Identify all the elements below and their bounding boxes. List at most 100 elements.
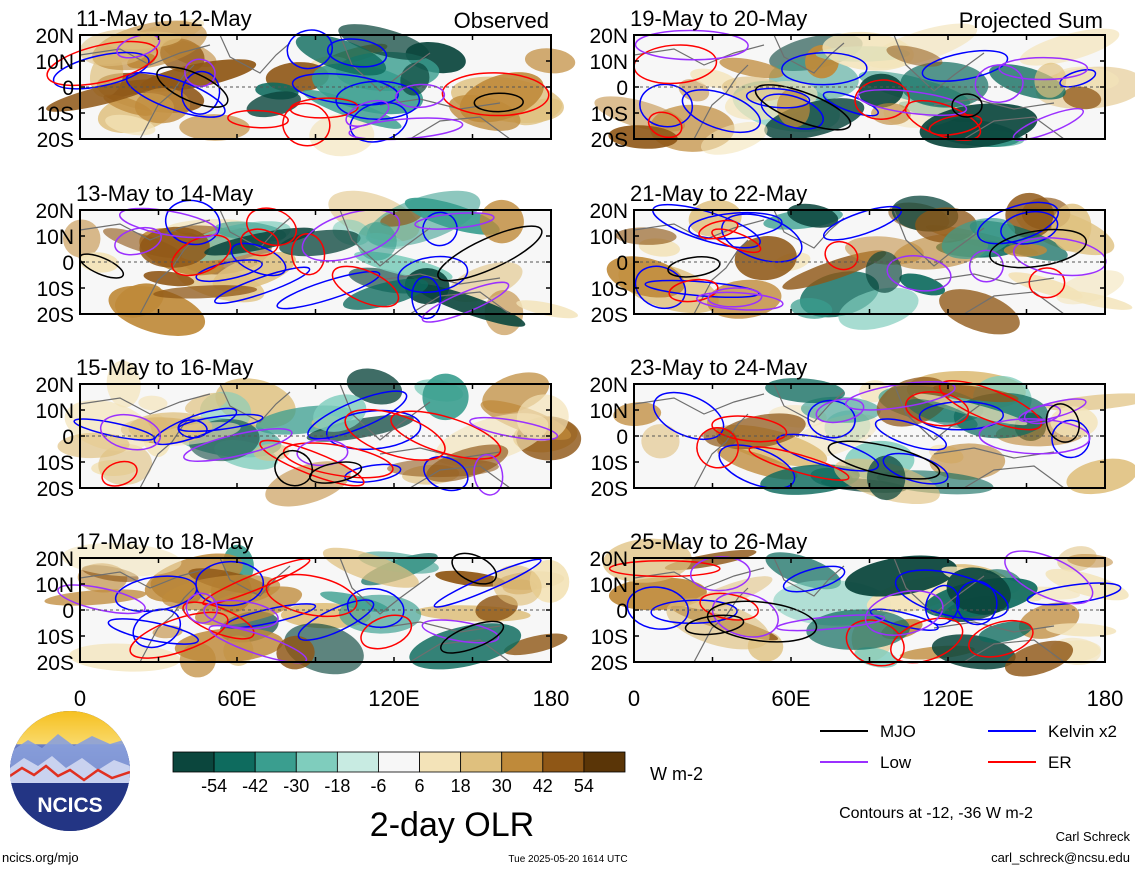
- mjo-contour: [667, 256, 721, 278]
- coastline: [693, 239, 749, 315]
- lat-tick-label: 10S: [37, 103, 74, 126]
- kelvin-contour: [307, 390, 408, 440]
- lat-tick-label: 0: [62, 426, 74, 449]
- low-contour: [469, 416, 559, 441]
- kelvin-contour: [869, 608, 939, 631]
- olr-anomaly-blob: [946, 567, 1011, 615]
- olr-anomaly-blob: [615, 227, 677, 245]
- kelvin-contour: [921, 49, 1009, 82]
- low-contour: [203, 599, 279, 630]
- lon-tick-label: 0: [628, 686, 640, 711]
- lon-tick-label: 60E: [217, 686, 256, 711]
- colorbar-tick-label: 6: [415, 776, 425, 796]
- kelvin-contour: [344, 463, 402, 483]
- low-contour: [711, 591, 779, 638]
- map-panel: 20N 10N 0 10S 20S 25-May to 26-May: [589, 529, 1129, 677]
- colorbar-swatch: [460, 751, 503, 773]
- lat-tick-label: 0: [616, 252, 628, 275]
- coastline: [79, 44, 211, 66]
- olr-anomaly-field: [46, 19, 576, 157]
- er-contour: [171, 234, 232, 277]
- er-contour: [698, 219, 739, 240]
- olr-anomaly-blob: [69, 643, 181, 672]
- kelvin-contour: [650, 599, 738, 625]
- olr-anomaly-blob: [1056, 270, 1125, 305]
- er-contour: [890, 617, 964, 664]
- column-heading: Projected Sum: [959, 8, 1103, 33]
- olr-anomaly-blob: [1066, 458, 1135, 495]
- panel-date-label: 25-May to 26-May: [630, 529, 807, 554]
- panel-date-label: 15-May to 16-May: [76, 355, 253, 380]
- olr-anomaly-field: [57, 360, 582, 507]
- er-contour: [938, 380, 1043, 431]
- kelvin-contour: [822, 91, 879, 117]
- er-contour: [182, 601, 255, 640]
- kelvin-contour: [781, 52, 868, 86]
- kelvin-contour: [1026, 582, 1122, 606]
- lat-tick-label: 20N: [35, 548, 74, 571]
- legend: MJO Kelvin x2 Low ER: [820, 722, 1117, 772]
- er-contour: [854, 79, 910, 120]
- olr-anomaly-blob: [152, 625, 183, 639]
- olr-anomaly-blob: [387, 458, 499, 478]
- olr-anomaly-blob: [719, 57, 784, 79]
- coastline: [773, 34, 845, 74]
- coastline: [963, 116, 1065, 140]
- kelvin-contour: [955, 580, 998, 626]
- kelvin-contour: [52, 51, 150, 90]
- colorbar-units: W m-2: [650, 764, 703, 784]
- low-contour: [775, 614, 886, 632]
- olr-anomaly-blob: [265, 461, 351, 507]
- colorbar-tick-label: -42: [242, 776, 268, 796]
- lat-tick-label: 20S: [37, 304, 74, 327]
- coastline: [409, 465, 511, 489]
- er-contour: [344, 408, 446, 461]
- coastline: [339, 557, 431, 615]
- low-contour: [208, 624, 308, 664]
- lat-tick-label: 20S: [591, 129, 628, 152]
- lat-tick-label: 10N: [589, 226, 628, 249]
- er-contour: [904, 391, 970, 427]
- lat-tick-label: 20S: [37, 129, 74, 152]
- panel-date-label: 11-May to 12-May: [76, 6, 252, 31]
- olr-anomaly-blob: [1004, 640, 1074, 677]
- er-contour: [668, 278, 719, 303]
- coastline: [693, 413, 749, 489]
- legend-label: Low: [880, 753, 912, 772]
- lat-tick-label: 20S: [37, 652, 74, 675]
- map-panel: 20N 10N 0 10S 20S 21-May to 22-May: [589, 181, 1133, 335]
- olr-anomaly-blob: [492, 565, 542, 606]
- colorbar-swatch: [378, 751, 420, 773]
- olr-anomaly-blob: [929, 443, 1006, 481]
- olr-anomaly-blob: [140, 59, 257, 92]
- coastline: [893, 209, 985, 267]
- coastlines: [79, 34, 511, 140]
- olr-anomaly-blob: [105, 114, 156, 136]
- lat-tick-label: 20N: [35, 25, 74, 48]
- olr-anomaly-blob: [459, 72, 544, 123]
- er-contour: [647, 111, 683, 139]
- olr-anomaly-blob: [409, 623, 522, 670]
- kelvin-contour: [411, 276, 442, 320]
- er-contour: [282, 442, 394, 479]
- coastline: [933, 98, 1055, 110]
- colorbar-swatch: [542, 751, 585, 773]
- coastline: [79, 567, 211, 589]
- mjo-contour: [951, 93, 983, 118]
- olr-anomaly-blob: [195, 586, 303, 626]
- olr-anomaly-blob: [338, 24, 430, 61]
- legend-label: ER: [1048, 753, 1072, 772]
- colorbar-swatch: [583, 751, 626, 773]
- olr-anomaly-blob: [313, 394, 367, 432]
- olr-anomaly-blob: [309, 114, 375, 157]
- low-contour: [634, 29, 749, 61]
- coastline: [963, 465, 1065, 489]
- lat-tick-label: 20N: [35, 374, 74, 397]
- er-contour: [202, 558, 311, 606]
- footer-url: ncics.org/mjo: [2, 850, 79, 865]
- coastline: [379, 447, 501, 459]
- olr-anomaly-blob: [516, 300, 578, 319]
- low-contour: [978, 418, 1091, 455]
- lat-tick-label: 20N: [589, 200, 628, 223]
- lat-tick-label: 0: [62, 600, 74, 623]
